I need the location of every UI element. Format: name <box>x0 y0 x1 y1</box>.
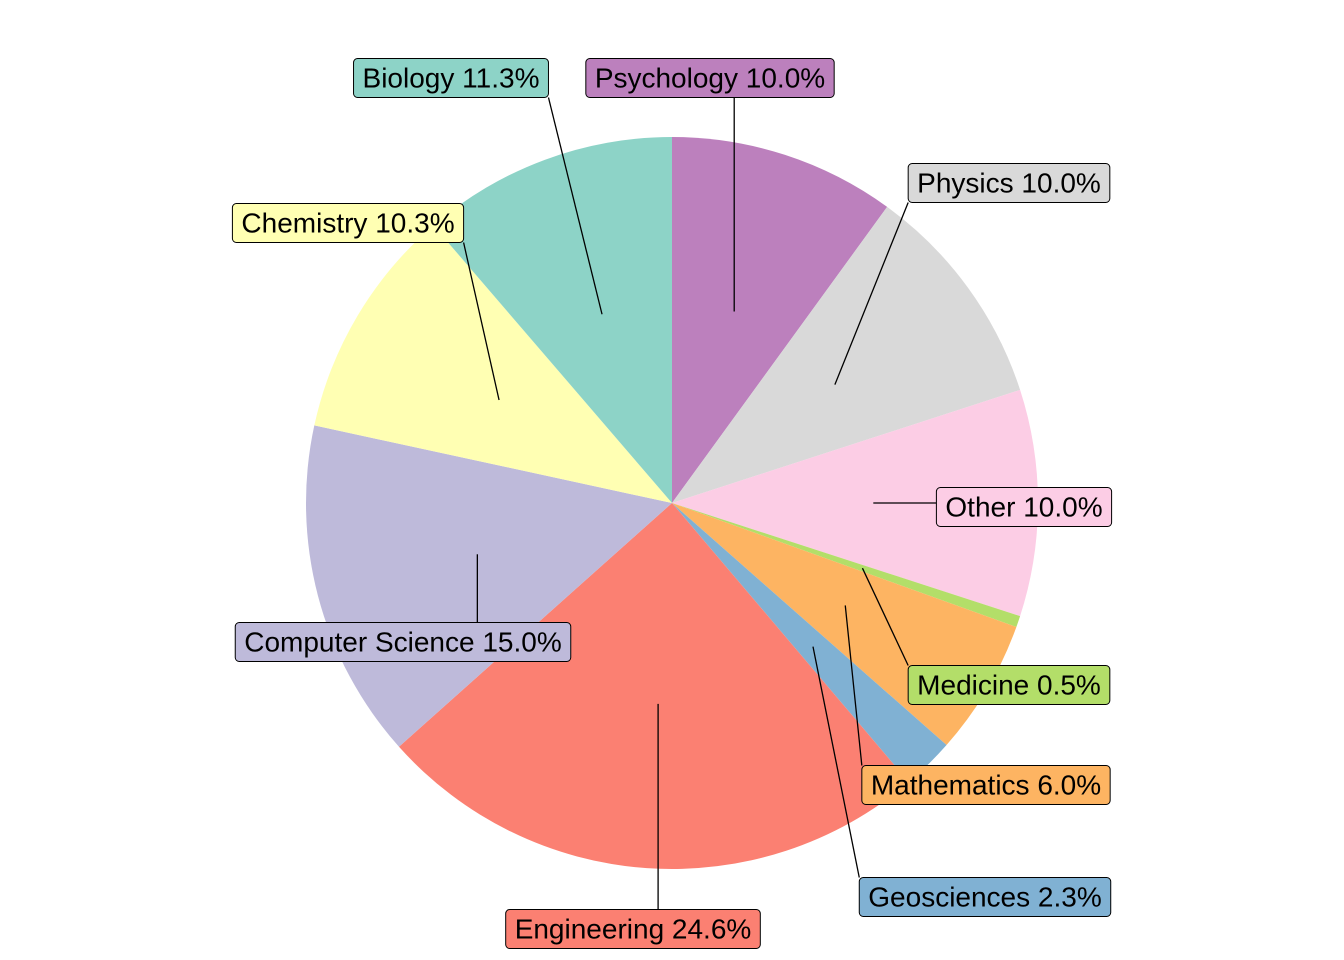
label-box <box>585 58 835 98</box>
label-box <box>858 877 1112 917</box>
pie-label-chemistry: Chemistry 10.3% <box>231 203 465 243</box>
pie-label-computer-science: Computer Science 15.0% <box>234 622 572 662</box>
leader-line-chemistry <box>462 242 500 401</box>
pie-slice-physics <box>672 206 1021 503</box>
label-text: Engineering 24.6% <box>515 914 752 945</box>
label-text: Psychology 10.0% <box>595 63 825 94</box>
pie-slice-engineering <box>398 503 909 869</box>
label-text: Physics 10.0% <box>917 168 1101 199</box>
leader-line-physics <box>834 202 909 385</box>
pie-label-biology: Biology 11.3% <box>353 58 549 98</box>
leader-lines <box>462 97 937 910</box>
pie-label-geosciences: Geosciences 2.3% <box>858 877 1112 917</box>
leader-line-biology <box>547 97 603 315</box>
pie-slice-computer-science <box>305 425 672 747</box>
label-text: Biology 11.3% <box>363 63 540 94</box>
label-box <box>861 765 1111 805</box>
pie-label-mathematics: Mathematics 6.0% <box>861 765 1111 805</box>
leader-line-mathematics <box>844 605 863 766</box>
pie-label-engineering: Engineering 24.6% <box>505 909 761 949</box>
pie-slice-other <box>672 389 1038 617</box>
label-box <box>935 487 1113 527</box>
pie-label-psychology: Psychology 10.0% <box>585 58 835 98</box>
label-box <box>231 203 465 243</box>
pie-labels: Psychology 10.0% Physics 10.0% Other 10.0%… <box>231 58 1113 949</box>
pie-slice-geosciences <box>672 503 947 783</box>
label-box <box>505 909 761 949</box>
pie-slice-biology <box>433 137 672 503</box>
pie-label-medicine: Medicine 0.5% <box>907 665 1111 705</box>
leader-line-medicine <box>861 567 909 666</box>
label-box <box>907 665 1111 705</box>
label-text: Chemistry 10.3% <box>241 208 454 239</box>
label-text: Medicine 0.5% <box>917 670 1101 701</box>
label-box <box>907 163 1111 203</box>
pie-label-other: Other 10.0% <box>935 487 1113 527</box>
pie-slice-psychology <box>672 137 888 503</box>
label-text: Mathematics 6.0% <box>871 770 1101 801</box>
leader-line-geosciences <box>812 646 860 878</box>
label-text: Other 10.0% <box>945 492 1102 523</box>
label-box <box>234 622 572 662</box>
label-text: Computer Science 15.0% <box>244 627 562 658</box>
label-text: Geosciences 2.3% <box>868 882 1101 913</box>
pie-slice-medicine <box>672 503 1021 627</box>
pie-slice-chemistry <box>314 225 672 503</box>
label-box <box>353 58 549 98</box>
pie-label-physics: Physics 10.0% <box>907 163 1111 203</box>
